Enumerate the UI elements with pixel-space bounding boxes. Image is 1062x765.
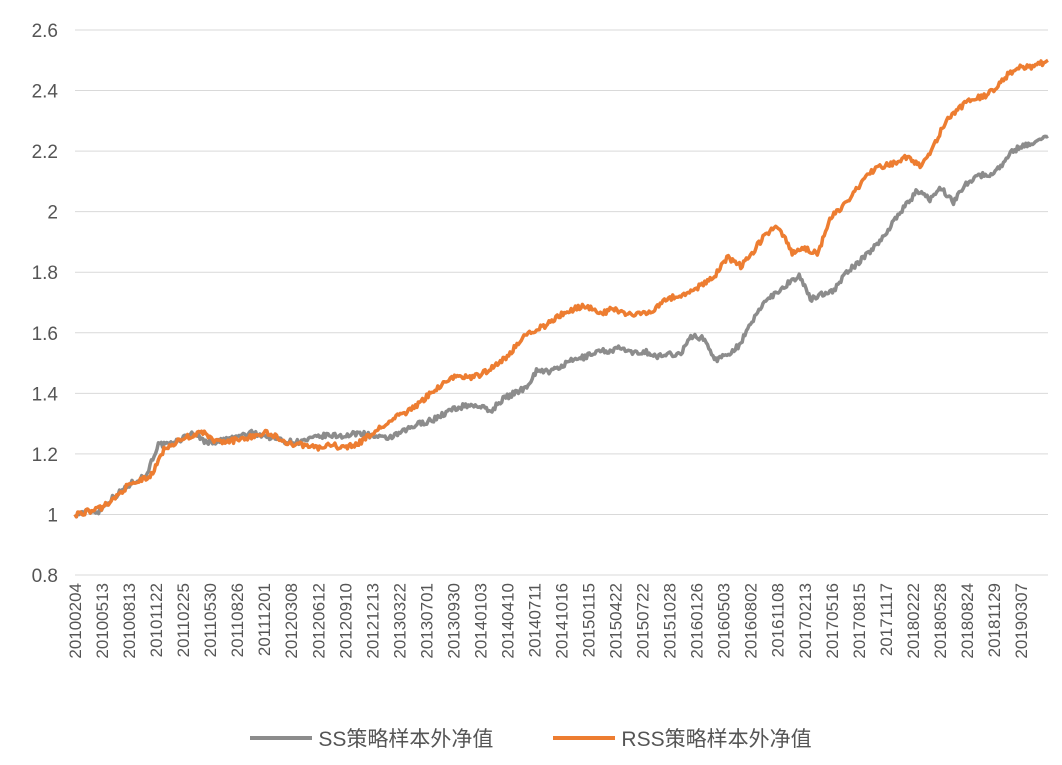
x-tick-label: 20160503 xyxy=(715,583,734,659)
series-lines xyxy=(73,58,1049,519)
x-tick-label: 20180824 xyxy=(958,583,977,659)
x-tick-label: 20180222 xyxy=(904,583,923,659)
x-tick-label: 20130322 xyxy=(390,583,409,659)
x-tick-label: 20141016 xyxy=(553,583,572,659)
series-line-1 xyxy=(73,58,1049,519)
x-tick-label: 20120910 xyxy=(336,583,355,659)
legend-label-rss: RSS策略样本外净值 xyxy=(621,728,812,751)
y-tick-label: 0.8 xyxy=(32,566,58,587)
series-line-0 xyxy=(73,134,1049,519)
y-tick-label: 1.8 xyxy=(32,263,58,284)
x-tick-label: 20181129 xyxy=(985,583,1004,657)
x-tick-label: 20100513 xyxy=(93,583,112,659)
x-tick-label: 20160802 xyxy=(742,583,761,659)
x-tick-label: 20130701 xyxy=(417,583,436,659)
x-tick-label: 20160126 xyxy=(688,583,707,659)
x-tick-label: 20121213 xyxy=(363,583,382,659)
x-tick-label: 20111201 xyxy=(255,583,274,656)
x-tick-label: 20100204 xyxy=(66,583,85,659)
legend-label-ss: SS策略样本外净值 xyxy=(318,728,494,751)
line-chart: 0.811.21.41.61.822.22.42.6 20100204 20100… xyxy=(32,21,1049,659)
y-tick-label: 2.6 xyxy=(32,21,58,42)
x-tick-label: 20140711 xyxy=(525,583,544,657)
x-tick-label: 20110826 xyxy=(228,583,247,657)
legend-item-ss: SS策略样本外净值 xyxy=(250,723,493,753)
x-tick-label: 20151028 xyxy=(661,583,680,659)
x-tick-label: 20170815 xyxy=(850,583,869,659)
y-tick-label: 1 xyxy=(47,505,58,526)
x-tick-label: 20161108 xyxy=(769,583,788,657)
legend-item-rss: RSS策略样本外净值 xyxy=(553,723,812,753)
x-axis-tick-labels: 20100204 20100513 20100813 20101122 20110225… xyxy=(66,583,1031,659)
x-tick-label: 20100813 xyxy=(120,583,139,659)
y-tick-label: 1.2 xyxy=(32,445,58,466)
x-tick-label: 20110225 xyxy=(174,583,193,657)
x-tick-label: 20150722 xyxy=(634,583,653,659)
x-tick-label: 20180528 xyxy=(931,583,950,659)
x-tick-label: 20120308 xyxy=(282,583,301,659)
x-tick-label: 20101122 xyxy=(147,583,166,657)
y-tick-label: 2.4 xyxy=(32,82,59,103)
x-tick-label: 20190307 xyxy=(1012,583,1031,659)
x-tick-label: 20150115 xyxy=(580,583,599,657)
x-tick-label: 20140103 xyxy=(471,583,490,659)
y-axis-tick-labels: 0.8 1 1.2 1.4 1.6 1.8 2 2.2 2.4 2.6 xyxy=(32,21,59,587)
x-tick-label: 20140410 xyxy=(498,583,517,659)
x-tick-label: 20150422 xyxy=(607,583,626,659)
legend-swatch-rss xyxy=(553,736,616,740)
grid-lines xyxy=(75,29,1048,576)
x-tick-label: 20120612 xyxy=(309,583,328,659)
legend: SS策略样本外净值 RSS策略样本外净值 xyxy=(0,722,1062,754)
x-tick-label: 20130930 xyxy=(444,583,463,659)
x-tick-label: 20170516 xyxy=(823,583,842,659)
y-tick-label: 2.2 xyxy=(32,142,58,163)
y-tick-label: 1.4 xyxy=(32,384,59,405)
x-tick-label: 20171117 xyxy=(877,583,896,656)
x-tick-label: 20110530 xyxy=(201,583,220,657)
x-tick-label: 20170213 xyxy=(796,583,815,659)
y-tick-label: 2 xyxy=(47,203,58,224)
y-tick-label: 1.6 xyxy=(32,324,58,345)
legend-swatch-ss xyxy=(250,736,313,740)
